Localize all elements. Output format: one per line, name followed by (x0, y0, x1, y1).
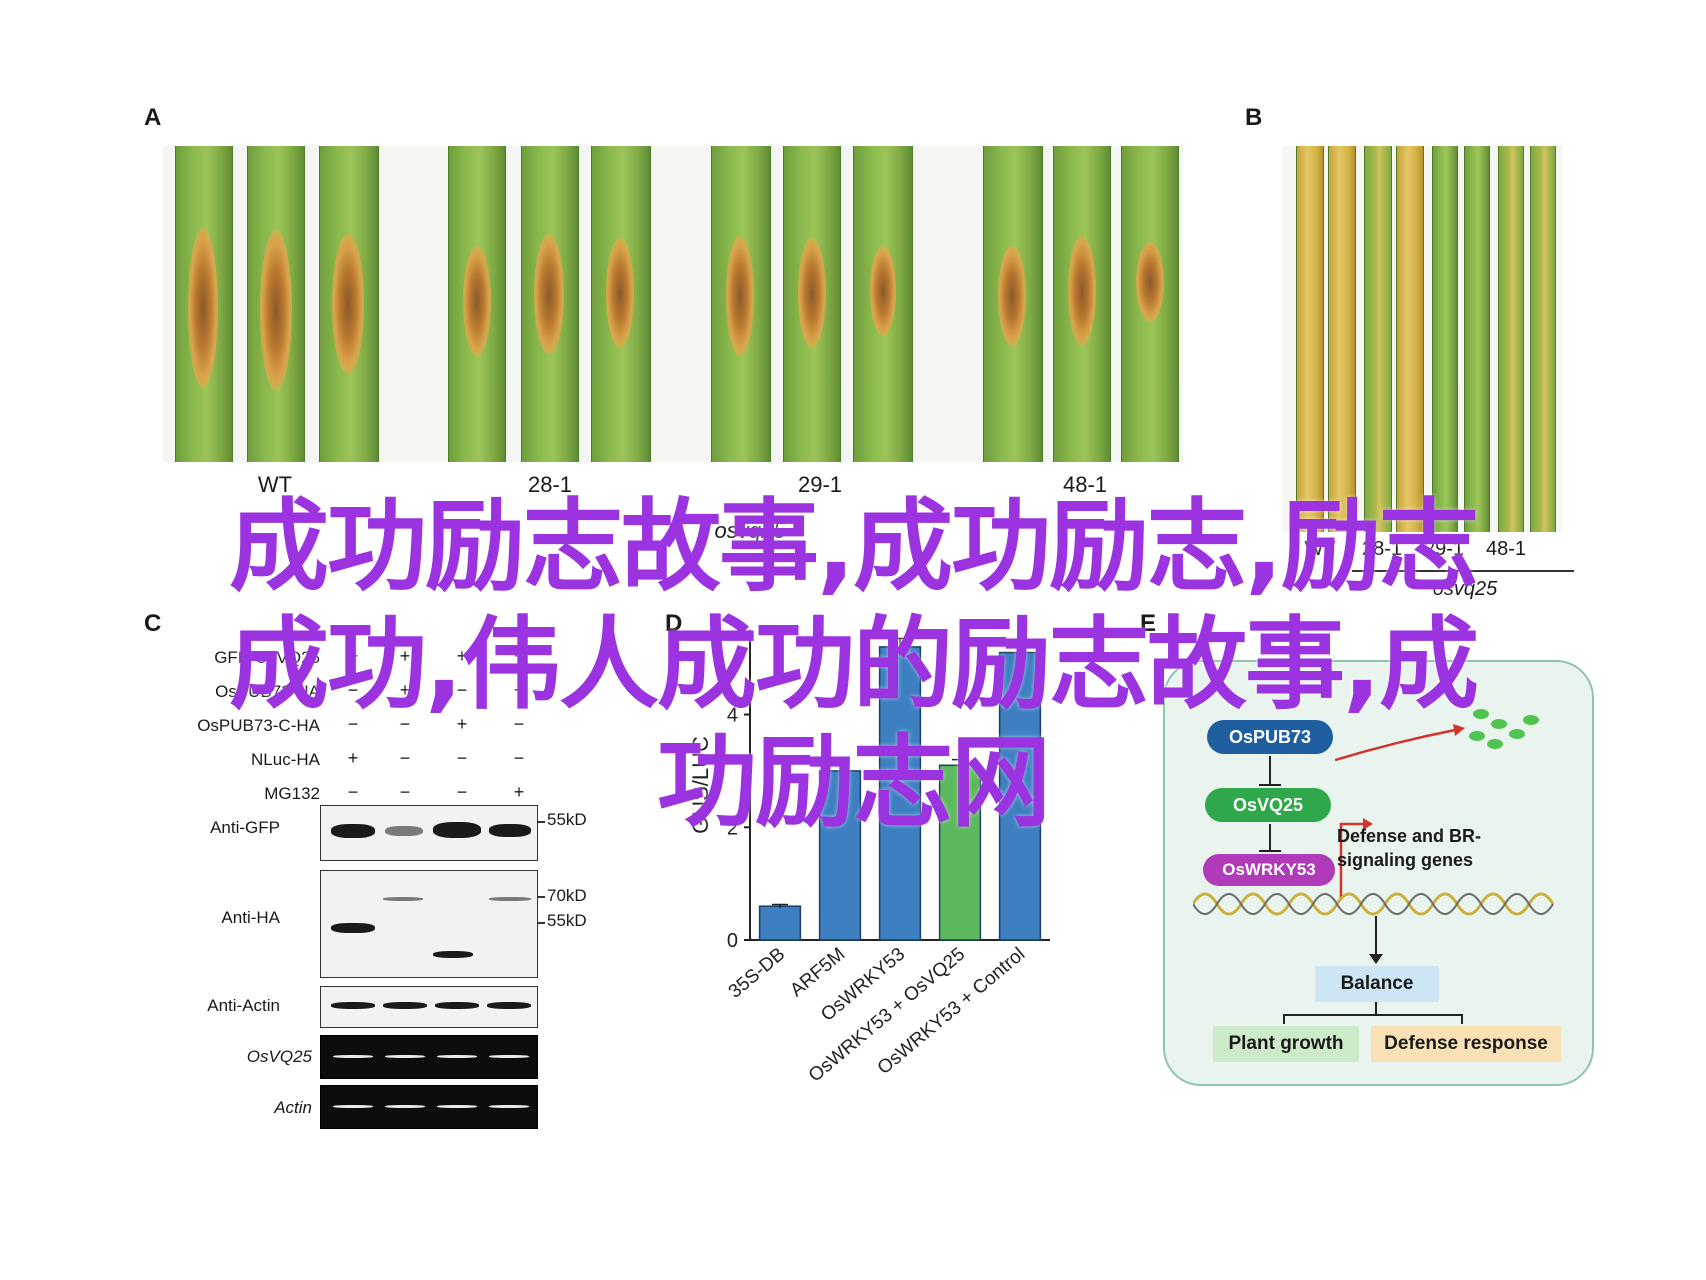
panel-b-leaf-photo (1282, 146, 1562, 532)
wb-blot-actin-label: Actin (274, 1098, 312, 1117)
wb-cond-nluc-ha: NLuc-HA (251, 750, 320, 769)
bar-3 (938, 764, 982, 941)
bar-0 (758, 905, 802, 941)
activation-arrow (1339, 818, 1373, 900)
x-tick-label-0: 35S-DB (725, 944, 789, 1003)
bar-2 (878, 646, 922, 941)
wb-blot-anti-ha (320, 870, 538, 978)
wb-sign: + (399, 646, 411, 666)
panel-b-label-wt: WT (1304, 538, 1336, 560)
panel-b-label-29-1: 29-1 (1423, 538, 1465, 560)
genes-line2: signaling genes (1337, 850, 1474, 870)
wb-cond-ospub73-c-ha: OsPUB73-C-HA (197, 716, 320, 735)
panel-a-label-wt: WT (257, 472, 293, 497)
panel-d-letter: D (665, 610, 683, 637)
panel-a-leaf-photo (163, 146, 1183, 462)
overlay-text-line2: 成功,伟人成功的励志故事,成 (229, 606, 1479, 723)
panel-e-letter: E (1140, 610, 1157, 637)
wb-blot-osvq25 (320, 1035, 538, 1079)
node-defense-response: Defense response (1371, 1026, 1561, 1062)
wb-blot-anti-gfp (320, 805, 538, 861)
y-axis-label: GUS/LUC (688, 736, 713, 834)
panel-e-pathway-diagram: OsPUB73 OsVQ25 OsWRKY53 Defense and BR- … (1163, 660, 1594, 1086)
wb-sign: − (399, 782, 411, 802)
panel-a-label-28-1: 28-1 (527, 472, 573, 497)
dna-helix (1193, 892, 1555, 916)
wb-cond-mg132: MG132 (264, 784, 320, 803)
wb-sign: + (513, 646, 525, 666)
y-tick-label: 4 (727, 705, 738, 727)
wb-sign: + (347, 646, 359, 666)
wb-sign: − (456, 748, 468, 768)
y-tick-label: 0 (727, 930, 738, 952)
panel-a-label-29-1: 29-1 (797, 472, 843, 497)
panel-a-letter: A (144, 104, 162, 131)
wb-sign: − (347, 714, 359, 734)
bar-1 (818, 770, 862, 941)
panel-b-group-label: osvq25 (1432, 578, 1498, 600)
node-oswrky53: OsWRKY53 (1203, 854, 1335, 886)
wb-marker-70kd: 70kD (547, 886, 587, 905)
wb-cond-gfp-osvq25: GFP-OsVQ25 (214, 648, 320, 667)
wb-sign: − (399, 714, 411, 734)
wb-sign: − (399, 748, 411, 768)
node-osvq25: OsVQ25 (1205, 788, 1331, 822)
panel-b-label-28-1: 28-1 (1361, 538, 1403, 560)
defense-br-genes-label: Defense and BR- signaling genes (1337, 824, 1527, 872)
wb-sign: + (456, 714, 468, 734)
degradation-arrow (1335, 709, 1539, 762)
wb-sign: + (513, 782, 525, 802)
wb-sign: − (513, 714, 525, 734)
wb-blot-anti-actin (320, 986, 538, 1028)
genes-line1: Defense and BR- (1337, 826, 1482, 846)
panel-b-label-48-1: 48-1 (1485, 538, 1527, 560)
wb-marker-55kd-ha: 55kD (547, 911, 587, 930)
wb-cond-ospub73-ha: OsPUB73-HA (215, 682, 320, 701)
wb-sign: + (456, 646, 468, 666)
wb-sign: + (347, 748, 359, 768)
wb-sign: − (347, 680, 359, 700)
wb-sign: + (399, 680, 411, 700)
wb-sign: − (347, 782, 359, 802)
y-tick-label: 2 (727, 817, 738, 839)
wb-sign: − (513, 748, 525, 768)
wb-sign: + (513, 680, 525, 700)
node-balance: Balance (1315, 966, 1439, 1002)
node-plant-growth: Plant growth (1213, 1026, 1359, 1062)
wb-marker-55kd-gfp: 55kD (547, 810, 587, 829)
overlay-text-line3: 功励志网 (657, 724, 1051, 841)
bar-4 (998, 651, 1042, 941)
panel-a-group-label: osvq25 (714, 518, 786, 543)
panel-b-letter: B (1245, 104, 1263, 131)
wb-blot-anti-actin-label: Anti-Actin (207, 996, 280, 1015)
wb-blot-anti-ha-label: Anti-HA (221, 908, 280, 927)
panel-a-label-48-1: 48-1 (1062, 472, 1108, 497)
panel-c-letter: C (144, 610, 162, 637)
wb-blot-anti-gfp-label: Anti-GFP (210, 818, 280, 837)
overlay-text-line1: 成功励志故事,成功励志,励志 (229, 488, 1479, 605)
panel-b-group-underline (1352, 570, 1574, 572)
wb-sign: − (456, 680, 468, 700)
wb-blot-actin (320, 1085, 538, 1129)
wb-sign: − (456, 782, 468, 802)
node-ospub73: OsPUB73 (1207, 720, 1333, 754)
wb-blot-osvq25-label: OsVQ25 (246, 1047, 312, 1066)
